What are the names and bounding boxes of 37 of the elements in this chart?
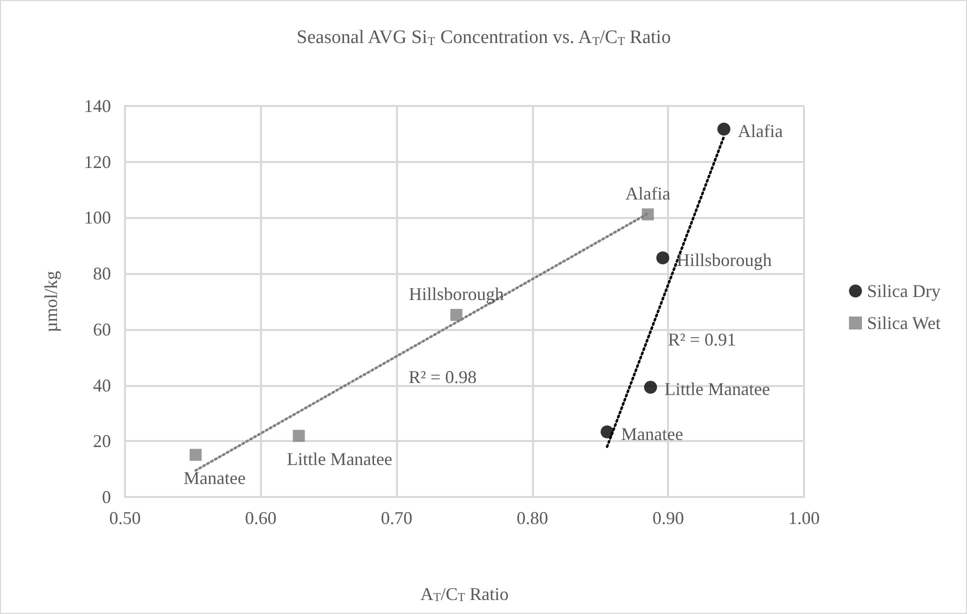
legend-label: Silica Dry bbox=[866, 281, 940, 301]
y-tick-label: 100 bbox=[84, 208, 111, 228]
annotation: R² = 0.98 bbox=[408, 367, 477, 388]
x-tick-label: 0.90 bbox=[652, 508, 684, 528]
y-tick-label: 140 bbox=[84, 96, 111, 116]
x-tick-label: 0.50 bbox=[109, 508, 141, 528]
x-tick-label: 1.00 bbox=[788, 508, 820, 528]
y-tick-label: 120 bbox=[84, 152, 111, 172]
point bbox=[292, 430, 305, 442]
annotation: R² = 0.91 bbox=[668, 329, 736, 350]
annotation: Little Manatee bbox=[286, 448, 392, 469]
point bbox=[656, 251, 670, 264]
x-axis-title: AT/CT Ratio bbox=[420, 584, 509, 604]
y-tick-label: 80 bbox=[93, 264, 111, 284]
point bbox=[644, 380, 658, 394]
y-tick-label: 60 bbox=[93, 319, 111, 340]
annotation: Alafia bbox=[625, 183, 670, 204]
y-tick-label: 40 bbox=[93, 375, 111, 396]
chart-title: Seasonal AVG SiT Concentration vs. AT/CT Ratio bbox=[296, 27, 671, 48]
annotation: Manatee bbox=[621, 424, 684, 444]
point bbox=[190, 448, 202, 461]
y-tick-label: 0 bbox=[102, 487, 111, 507]
y-tick-label: 20 bbox=[93, 431, 111, 452]
point bbox=[642, 208, 654, 220]
x-tick-label: 0.70 bbox=[380, 508, 412, 528]
point bbox=[717, 122, 730, 136]
annotation: Hillsborough bbox=[676, 250, 772, 270]
x-tick-label: 0.60 bbox=[245, 508, 277, 528]
annotation: Hillsborough bbox=[408, 284, 504, 304]
legend-label: Silica Wet bbox=[866, 313, 941, 333]
point bbox=[600, 425, 614, 438]
x-tick-label: 0.80 bbox=[516, 508, 548, 528]
annotation: Alafia bbox=[738, 121, 783, 142]
y-axis-title: µmol/kg bbox=[41, 270, 61, 332]
annotation: Manatee bbox=[184, 468, 246, 488]
annotation: Little Manatee bbox=[664, 379, 770, 400]
point bbox=[450, 308, 462, 321]
